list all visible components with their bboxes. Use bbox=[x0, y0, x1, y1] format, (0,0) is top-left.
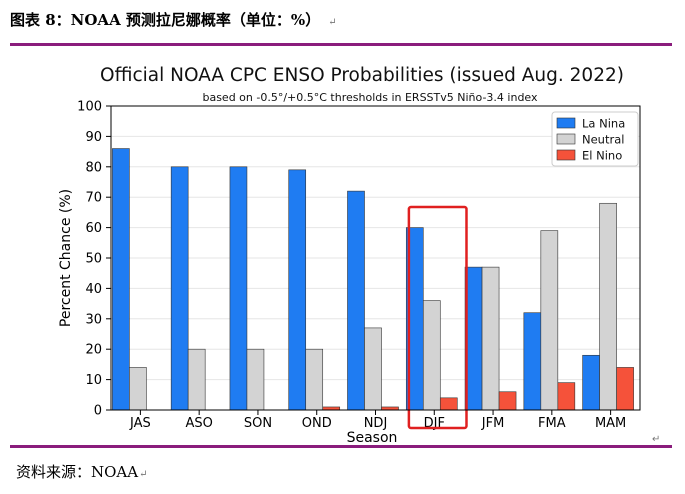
x-tick-label-mam: MAM bbox=[595, 416, 626, 431]
x-tick-label-jfm: JFM bbox=[481, 416, 505, 431]
axes-frame bbox=[110, 105, 641, 411]
bar-la-nina-ond bbox=[288, 169, 307, 411]
bar-neutral-djf bbox=[422, 300, 441, 411]
y-tick-label-10: 10 bbox=[85, 373, 102, 388]
bar-neutral-ndj bbox=[364, 327, 382, 411]
y-tick-label-90: 90 bbox=[85, 130, 102, 145]
source-text: 资料来源：NOAA bbox=[16, 463, 139, 481]
bar-neutral-son bbox=[246, 348, 265, 411]
y-tick-label-60: 60 bbox=[85, 221, 102, 236]
bar-la-nina-fma bbox=[523, 312, 542, 411]
x-axis-label: Season bbox=[347, 430, 398, 446]
bar-el-nino-fma bbox=[557, 382, 576, 411]
return-mark-right: ↵ bbox=[652, 434, 661, 445]
figure-caption-text: 图表 8：NOAA 预测拉尼娜概率（单位：%） bbox=[10, 11, 321, 29]
legend-label-el-nino: El Nino bbox=[582, 149, 622, 163]
x-tick-label-aso: ASO bbox=[185, 416, 212, 431]
legend-swatch-la-nina bbox=[556, 117, 576, 129]
bar-la-nina-mam bbox=[582, 354, 600, 411]
bar-neutral-ond bbox=[305, 348, 324, 411]
bar-el-nino-jfm bbox=[498, 391, 517, 411]
bar-la-nina-aso bbox=[170, 166, 189, 411]
bar-el-nino-djf bbox=[439, 397, 458, 411]
figure-caption: 图表 8：NOAA 预测拉尼娜概率（单位：%） ↵ bbox=[10, 9, 337, 30]
y-tick-label-40: 40 bbox=[85, 282, 102, 297]
bar-neutral-jas bbox=[129, 367, 147, 411]
x-tick-label-jas: JAS bbox=[129, 416, 151, 431]
y-tick-label-70: 70 bbox=[85, 191, 102, 206]
y-tick-label-100: 100 bbox=[77, 100, 102, 115]
chart-title: Official NOAA CPC ENSO Probabilities (is… bbox=[100, 65, 624, 86]
bar-el-nino-mam bbox=[616, 367, 634, 411]
legend-label-neutral: Neutral bbox=[582, 133, 624, 147]
return-mark: ↵ bbox=[328, 17, 337, 28]
bar-neutral-aso bbox=[187, 348, 206, 411]
bottom-rule bbox=[10, 445, 672, 448]
bar-la-nina-son bbox=[229, 166, 248, 411]
bar-neutral-jfm bbox=[481, 266, 500, 411]
return-mark-source: ↵ bbox=[139, 469, 148, 480]
legend-swatch-el-nino bbox=[556, 149, 576, 161]
bar-la-nina-ndj bbox=[347, 190, 365, 411]
y-tick-label-80: 80 bbox=[85, 160, 102, 175]
bar-neutral-fma bbox=[540, 230, 559, 411]
top-rule bbox=[10, 43, 672, 46]
y-tick-label-50: 50 bbox=[85, 252, 102, 267]
x-tick-label-son: SON bbox=[244, 416, 272, 431]
legend-label-la-nina: La Nina bbox=[582, 117, 625, 131]
x-tick-label-ndj: NDJ bbox=[364, 416, 388, 431]
highlight-box-djf bbox=[407, 205, 468, 430]
bar-la-nina-jas bbox=[112, 148, 130, 411]
chart-subtitle: based on -0.5°/+0.5°C thresholds in ERSS… bbox=[202, 91, 538, 104]
y-tick-label-0: 0 bbox=[94, 404, 102, 419]
y-tick-label-20: 20 bbox=[85, 343, 102, 358]
x-tick-label-ond: OND bbox=[302, 416, 332, 431]
x-tick-label-fma: FMA bbox=[538, 416, 566, 431]
y-tick-label-30: 30 bbox=[85, 312, 102, 327]
source-note: 资料来源：NOAA↵ bbox=[16, 461, 147, 482]
legend-swatch-neutral bbox=[556, 133, 576, 145]
bar-neutral-mam bbox=[599, 202, 617, 411]
y-axis-label: Percent Chance (%) bbox=[58, 189, 74, 327]
